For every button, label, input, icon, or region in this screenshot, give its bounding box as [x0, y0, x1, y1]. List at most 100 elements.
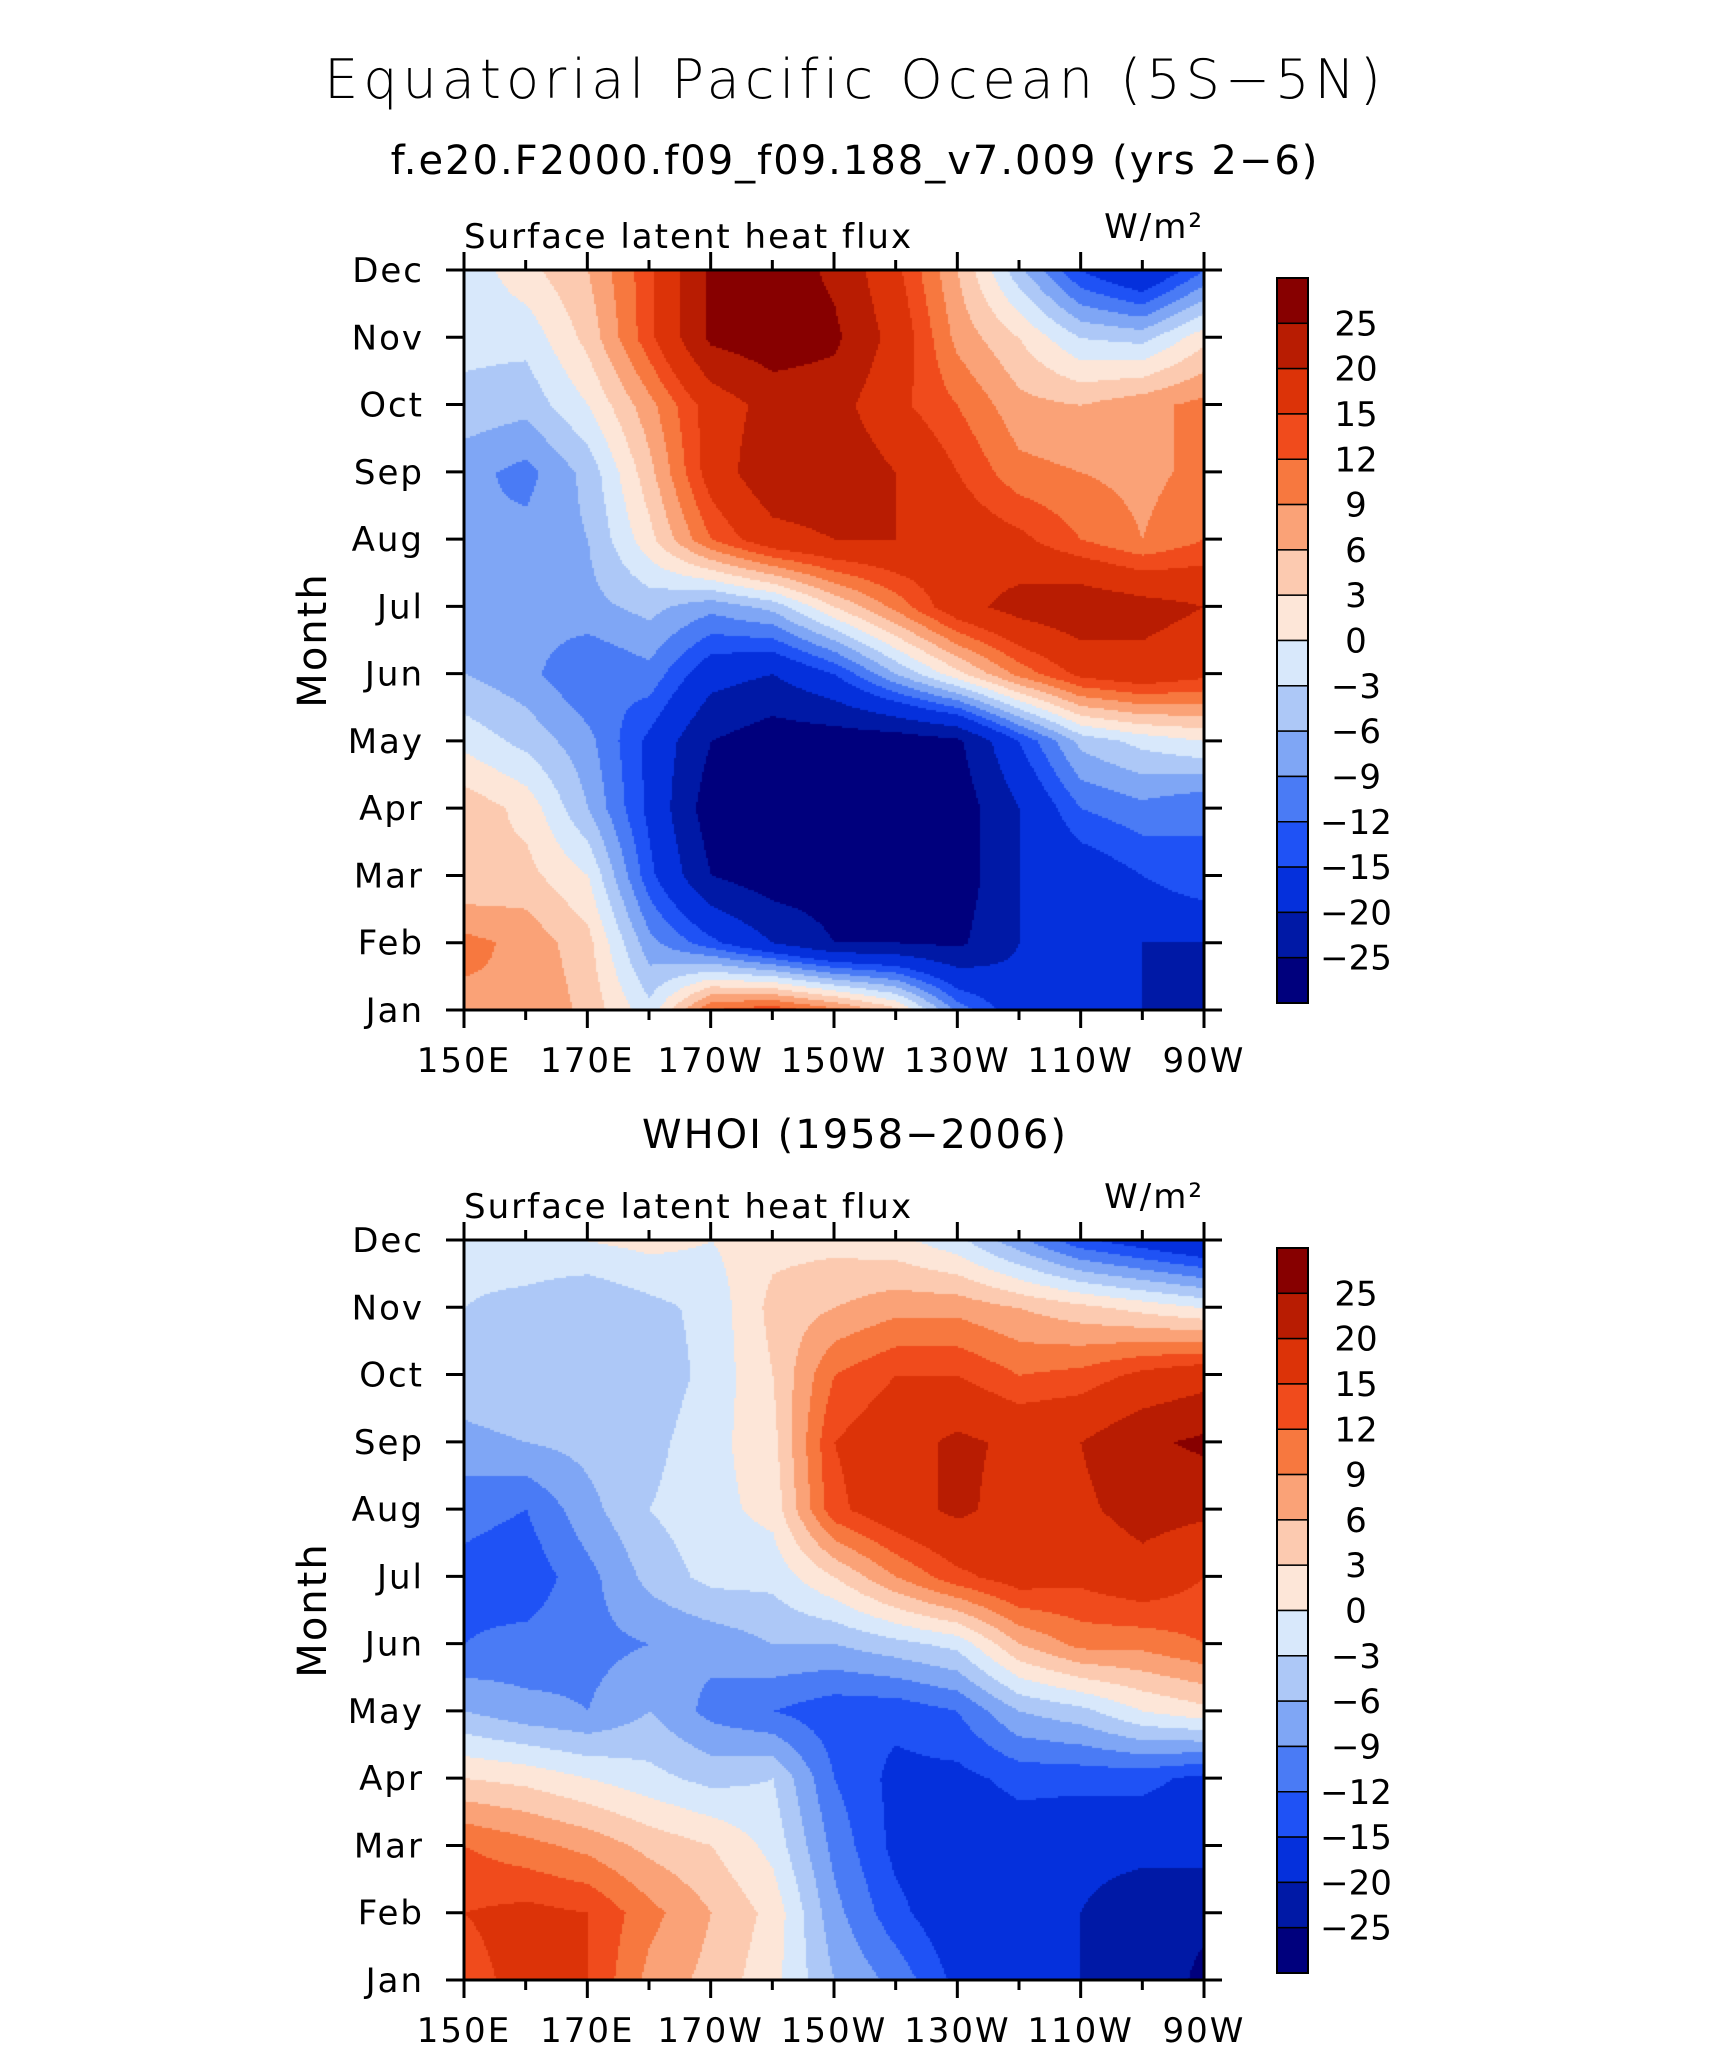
colorbar-label: 3	[1345, 576, 1367, 616]
colorbar-swatch	[1276, 1383, 1309, 1430]
colorbar-label: 3	[1345, 1546, 1367, 1586]
colorbar-label: 25	[1334, 304, 1377, 344]
y-tick-label: Mar	[354, 1826, 424, 1866]
panel-title: Surface latent heat flux	[464, 1187, 913, 1227]
colorbar-label: 6	[1345, 531, 1367, 571]
colorbar-label: −6	[1331, 712, 1381, 752]
colorbar-label: −9	[1331, 757, 1381, 797]
colorbar-label: −3	[1331, 667, 1381, 707]
colorbar-swatch	[1276, 1881, 1309, 1929]
colorbar-swatch	[1276, 1655, 1309, 1702]
colorbar-label: −25	[1320, 1909, 1392, 1949]
colorbar-swatch	[1276, 1745, 1309, 1793]
colorbar-swatch	[1276, 1519, 1309, 1566]
y-tick-label: Jan	[364, 991, 424, 1031]
colorbar-swatch	[1276, 956, 1309, 1004]
colorbar-swatch	[1276, 322, 1309, 370]
colorbar-swatch	[1276, 866, 1309, 914]
colorbar-label: 0	[1345, 622, 1367, 662]
y-tick-label: Jun	[363, 1625, 424, 1665]
colorbar-label: 9	[1345, 1456, 1367, 1496]
x-tick-label: 170W	[657, 2011, 764, 2051]
units-label: W/m²	[1104, 1177, 1204, 1217]
y-tick-label: May	[348, 722, 424, 762]
y-tick-label: Apr	[359, 1759, 424, 1799]
colorbar-label: −15	[1320, 848, 1392, 888]
colorbar-label: −12	[1320, 803, 1392, 843]
figure-subtitle: f.e20.F2000.f09_f09.188_v7.009 (yrs 2−6)	[390, 138, 1320, 184]
colorbar-swatch	[1276, 1292, 1309, 1340]
colorbar-label: −25	[1320, 939, 1392, 979]
x-tick-label: 130W	[904, 2011, 1011, 2051]
colorbar-swatch	[1276, 277, 1309, 325]
y-axis-label: Month	[290, 572, 336, 707]
y-tick-label: May	[348, 1692, 424, 1732]
x-tick-label: 170E	[540, 1041, 634, 1081]
y-tick-label: Sep	[354, 1423, 424, 1463]
x-tick-label: 130W	[904, 1041, 1011, 1081]
x-tick-label: 150W	[781, 2011, 888, 2051]
y-tick-label: Dec	[352, 251, 424, 291]
colorbar-label: 12	[1334, 440, 1377, 480]
colorbar-label: −20	[1320, 1863, 1392, 1903]
colorbar-label: 9	[1345, 486, 1367, 526]
x-tick-label: 90W	[1163, 2011, 1246, 2051]
y-tick-label: Feb	[358, 1894, 424, 1934]
colorbar-swatch	[1276, 367, 1309, 415]
x-tick-label: 150E	[417, 2011, 511, 2051]
y-tick-label: Nov	[352, 1288, 424, 1328]
y-axis-label: Month	[290, 1542, 336, 1677]
colorbar-swatch	[1276, 1473, 1309, 1521]
colorbar-label: 25	[1334, 1274, 1377, 1314]
colorbar-swatch	[1276, 1247, 1309, 1295]
x-tick-label: 110W	[1027, 1041, 1134, 1081]
colorbar-swatch	[1276, 594, 1309, 642]
x-tick-label: 150E	[417, 1041, 511, 1081]
colorbar-label: 6	[1345, 1501, 1367, 1541]
colorbar-swatch	[1276, 503, 1309, 551]
colorbar-swatch	[1276, 685, 1309, 732]
colorbar-swatch	[1276, 549, 1309, 596]
colorbar-swatch	[1276, 775, 1309, 823]
y-tick-label: Apr	[359, 789, 424, 829]
y-tick-label: Aug	[352, 1490, 424, 1530]
x-tick-label: 170E	[540, 2011, 634, 2051]
colorbar-swatch	[1276, 1926, 1309, 1974]
y-tick-label: Oct	[359, 1356, 424, 1396]
colorbar-label: −12	[1320, 1773, 1392, 1813]
lower-panel-title: WHOI (1958−2006)	[642, 1112, 1068, 1158]
colorbar-label: −15	[1320, 1818, 1392, 1858]
colorbar-swatch	[1276, 821, 1309, 868]
colorbar-swatch	[1276, 911, 1309, 959]
colorbar-swatch	[1276, 730, 1309, 778]
colorbar-frame	[1276, 277, 1309, 1004]
x-tick-label: 90W	[1163, 1041, 1246, 1081]
y-tick-label: Feb	[358, 924, 424, 964]
colorbar-swatch	[1276, 639, 1309, 687]
colorbar-label: 15	[1334, 1365, 1377, 1405]
y-tick-label: Oct	[359, 386, 424, 426]
colorbar-label: 20	[1334, 350, 1377, 390]
y-tick-label: Jan	[364, 1961, 424, 2001]
contour-field	[464, 270, 1204, 1010]
panel-title: Surface latent heat flux	[464, 217, 913, 257]
colorbar-label: −6	[1331, 1682, 1381, 1722]
x-tick-label: 170W	[657, 1041, 764, 1081]
y-tick-label: Sep	[354, 453, 424, 493]
colorbar-label: 0	[1345, 1592, 1367, 1632]
y-tick-label: Jul	[375, 1557, 424, 1597]
colorbar-label: 12	[1334, 1410, 1377, 1450]
colorbar-label: −9	[1331, 1727, 1381, 1767]
y-tick-label: Mar	[354, 856, 424, 896]
colorbar-frame	[1276, 1247, 1309, 1974]
colorbar-swatch	[1276, 1428, 1309, 1476]
colorbar-swatch	[1276, 1564, 1309, 1612]
colorbar-swatch	[1276, 1836, 1309, 1884]
y-tick-label: Nov	[352, 318, 424, 358]
colorbar-swatch	[1276, 1791, 1309, 1838]
colorbar-swatch	[1276, 413, 1309, 460]
colorbar-label: 20	[1334, 1320, 1377, 1360]
y-tick-label: Jul	[375, 587, 424, 627]
chart-panel-model: Jan Feb Mar Apr May Jun Jul Aug Sep Oct Nov Dec 150E…	[290, 207, 1392, 1081]
